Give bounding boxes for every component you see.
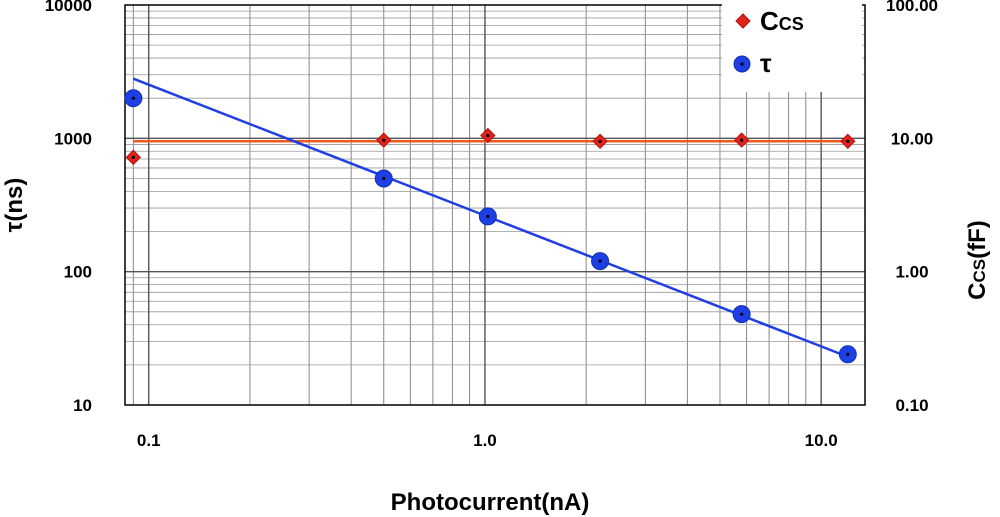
y-axis-title: τ(ns): [1, 178, 28, 233]
tau-point-dot: [486, 214, 490, 218]
y-tick-label: 10: [73, 396, 92, 415]
y2-axis-title: CCS(fF): [964, 220, 991, 300]
legend-ccs-subscript: CS: [779, 14, 804, 34]
legend-ccs-marker: [735, 13, 751, 29]
y-tick-label: 100: [64, 263, 92, 282]
legend-entry-tau: τ: [733, 48, 772, 78]
svg-text:CCS: CCS: [760, 6, 804, 36]
y2-tick-label: 1.00: [895, 263, 928, 282]
tau-point-dot: [598, 259, 602, 263]
tau-point-dot: [382, 176, 386, 181]
y2-axis-title-main: C: [964, 282, 991, 299]
tau-point-dot: [740, 312, 744, 316]
tau-point-dot: [131, 96, 135, 100]
y2-tick-label: 0.10: [895, 396, 928, 415]
legend-entry-ccs: CCS: [735, 6, 804, 36]
x-tick-label: 10.0: [805, 431, 838, 450]
legend: CCS τ: [722, 4, 862, 92]
y2-axis-title-sub: CS: [970, 259, 989, 283]
y-tick-label: 10000: [45, 0, 92, 15]
ccs-point-dot: [740, 138, 744, 142]
tick-labels: 0.1 1.0 10.0 10 100 1000 10000 0.10 1.00 10.00 100…: [45, 0, 938, 450]
ccs-point-dot: [382, 138, 386, 142]
ccs-point-dot: [846, 139, 850, 143]
legend-tau-label: τ: [760, 48, 772, 78]
legend-tau-marker-dot: [740, 62, 744, 66]
y2-tick-label: 100.00: [886, 0, 938, 15]
legend-ccs-label: C: [760, 6, 779, 36]
x-axis-title: Photocurrent(nA): [391, 489, 590, 516]
ccs-point-dot: [598, 139, 602, 143]
tau-point-dot: [846, 352, 850, 356]
x-tick-label: 1.0: [473, 431, 497, 450]
x-tick-label: 0.1: [137, 431, 161, 450]
ccs-point-dot: [486, 133, 490, 138]
ccs-point-dot: [131, 155, 135, 159]
y2-tick-label: 10.00: [891, 129, 934, 148]
data-markers: [124, 89, 857, 364]
y-tick-label: 1000: [54, 129, 92, 148]
svg-text:τ: τ: [760, 48, 772, 78]
y2-axis-title-unit: (fF): [964, 220, 991, 259]
plot-frame: [124, 4, 866, 406]
